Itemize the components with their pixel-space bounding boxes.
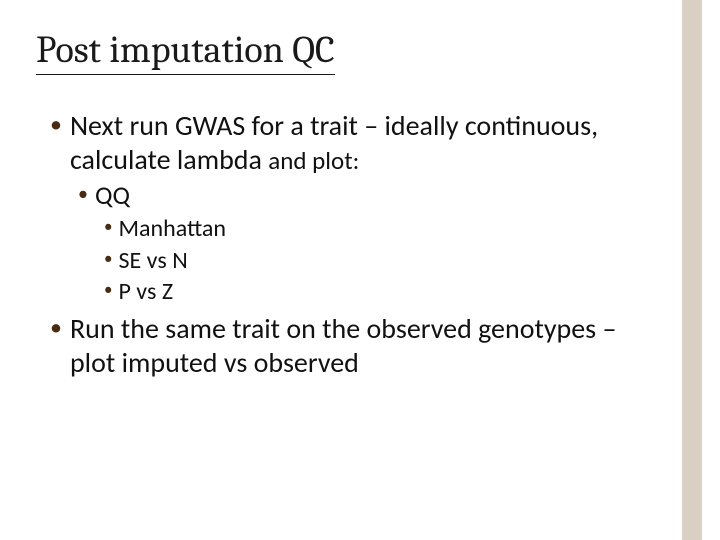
bullet-level1: • Next run GWAS for a trait – ideally co…	[50, 109, 632, 177]
bullet-text: Manhattan	[118, 213, 226, 245]
bullet-level3: • P vs Z	[104, 276, 632, 308]
slide-title: Post imputation QC	[36, 28, 335, 75]
bullet-text-small: and plot:	[268, 145, 359, 176]
title-wrap: Post imputation QC	[36, 28, 672, 109]
bullet-text: SE vs N	[118, 245, 187, 277]
bullet-glyph: •	[104, 213, 112, 245]
bullet-glyph: •	[104, 276, 112, 308]
bullet-glyph: •	[50, 312, 62, 380]
bullet-text: Run the same trait on the observed genot…	[70, 312, 632, 380]
bullet-level2: • QQ	[78, 179, 632, 213]
bullet-text: Next run GWAS for a trait – ideally cont…	[70, 109, 632, 177]
bullet-level1: • Run the same trait on the observed gen…	[50, 312, 632, 380]
bullet-level3: • Manhattan	[104, 213, 632, 245]
bullet-glyph: •	[50, 109, 62, 177]
bullet-level3: • SE vs N	[104, 245, 632, 277]
bullet-text: P vs Z	[118, 276, 173, 308]
bullet-glyph: •	[78, 179, 88, 213]
bullet-text: QQ	[95, 179, 130, 213]
slide: Post imputation QC • Next run GWAS for a…	[0, 0, 720, 540]
slide-content: • Next run GWAS for a trait – ideally co…	[36, 109, 672, 380]
bullet-glyph: •	[104, 245, 112, 277]
